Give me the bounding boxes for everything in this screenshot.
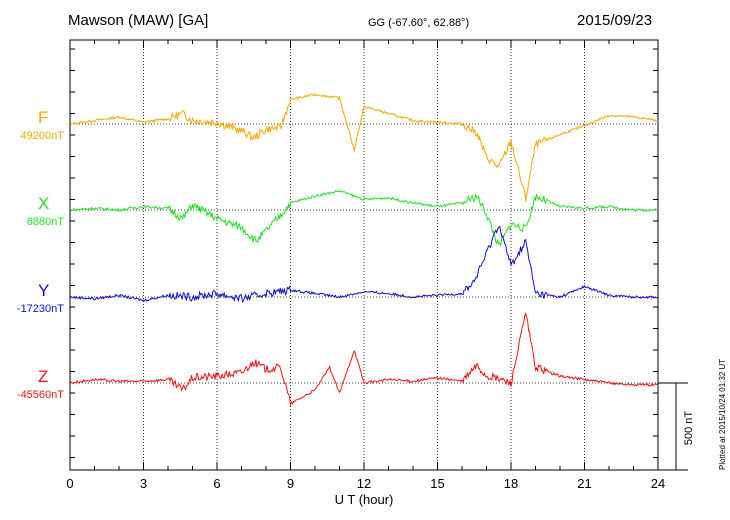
plot-frame [69, 39, 659, 471]
x-tick-label: 24 [651, 476, 665, 491]
series-group [69, 92, 659, 407]
series-label-y: Y [38, 281, 50, 300]
x-tick-label: 18 [504, 476, 518, 491]
plot-date: 2015/09/23 [577, 12, 653, 29]
x-tick-label: 15 [430, 476, 444, 491]
series-label-f: F [38, 108, 49, 127]
x-tick-label: 6 [213, 476, 220, 491]
series-line-f [69, 92, 659, 202]
x-tick-label: 12 [357, 476, 371, 491]
series-baseline-z: -45560nT [16, 389, 64, 401]
series-baseline-y: -17230nT [16, 303, 64, 315]
series-label-x: X [38, 194, 50, 213]
series-line-z [69, 312, 659, 407]
station-coordinates: GG (-67.60°, 62.88°) [368, 17, 470, 29]
series-label-z: Z [38, 367, 49, 386]
x-tick-label: 9 [287, 476, 294, 491]
series-baseline-x: 6880nT [26, 216, 64, 228]
x-tick-labels: 0 3 6 9 12 15 18 21 24 [66, 476, 665, 491]
station-title: Mawson (MAW) [GA] [68, 12, 209, 29]
x-tick-label: 0 [66, 476, 73, 491]
grid [70, 40, 658, 470]
x-tick-label: 21 [577, 476, 591, 491]
series-line-y [69, 225, 659, 304]
x-tick-label: 3 [140, 476, 147, 491]
plotted-timestamp: Plotted at 2015/10/24 01:32 UT [718, 358, 727, 470]
scale-bar-label: 500 nT [683, 411, 695, 446]
series-line-x [69, 189, 659, 248]
series-baseline-f: 49200nT [20, 130, 64, 142]
axis-ticks [69, 40, 659, 470]
x-axis-label: U T (hour) [335, 492, 394, 507]
